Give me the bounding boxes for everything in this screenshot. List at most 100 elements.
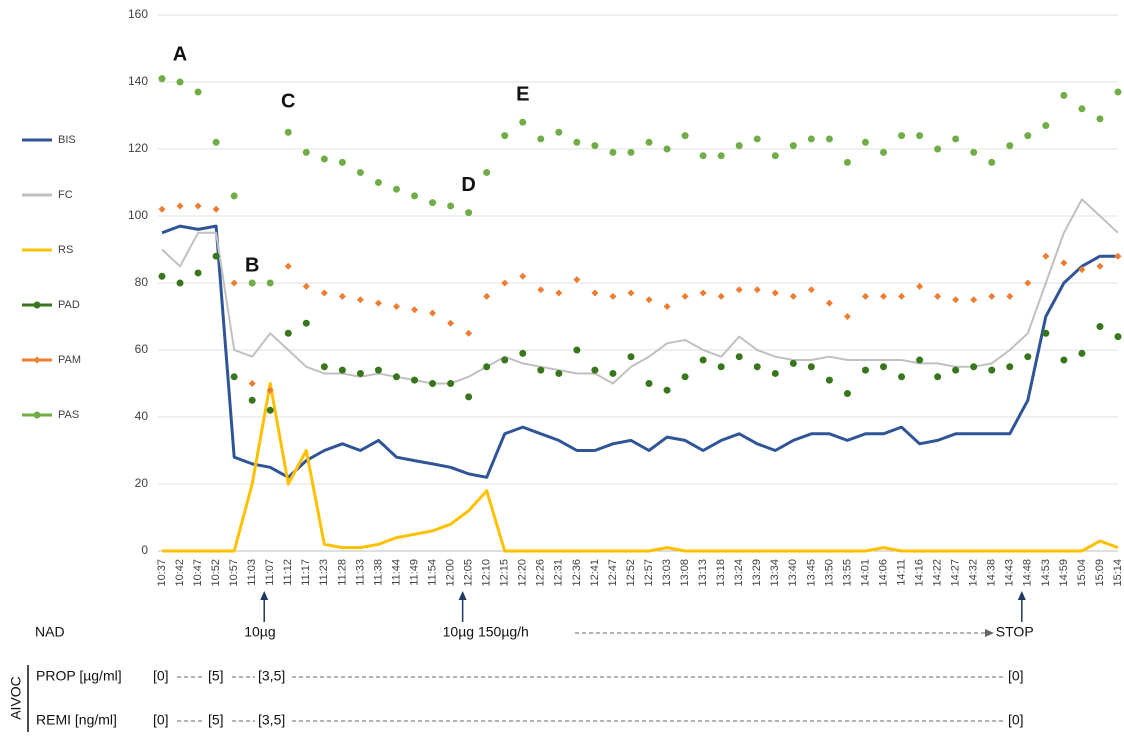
annotation: A	[173, 43, 187, 65]
dot-marker	[1078, 105, 1086, 113]
x-tick-label: 10:37	[156, 559, 168, 587]
diamond-marker	[898, 292, 906, 300]
dot-marker	[374, 366, 382, 374]
dot-marker	[302, 319, 310, 327]
x-tick-label: 13:34	[769, 559, 781, 587]
aivoc-step: [0]	[1008, 712, 1024, 728]
dot-marker	[1114, 88, 1122, 96]
dot-marker	[519, 118, 527, 126]
dot-marker	[483, 363, 491, 371]
x-tick-label: 12:47	[607, 559, 619, 587]
diamond-marker	[771, 289, 779, 297]
dot-marker	[194, 269, 202, 277]
dot-marker	[429, 380, 437, 387]
dot-marker	[970, 363, 978, 371]
legend-label: BIS	[58, 134, 76, 146]
y-tick-label: 160	[128, 7, 148, 21]
dot-marker	[411, 192, 419, 200]
y-tick-label: 40	[135, 409, 149, 423]
dot-marker	[519, 349, 527, 357]
dot-marker	[753, 135, 761, 143]
x-tick-label: 12:15	[499, 559, 511, 587]
dot-marker	[663, 145, 671, 153]
x-tick-label: 11:23	[318, 559, 330, 586]
dot-marker	[807, 135, 815, 143]
diamond-marker	[320, 289, 328, 297]
x-tick-label: 12:36	[571, 559, 583, 587]
diamond-marker	[212, 205, 220, 213]
dot-marker	[735, 142, 743, 150]
diamond-marker	[1060, 259, 1068, 267]
x-tick-label: 11:03	[246, 559, 258, 586]
x-tick-label: 14:01	[859, 559, 871, 587]
event-label: 10µg 150µg/h	[443, 624, 529, 640]
diamond-marker	[1114, 252, 1122, 260]
dot-marker	[681, 373, 689, 381]
dot-marker	[1060, 356, 1068, 364]
dot-marker	[970, 148, 978, 156]
x-tick-label: 15:14	[1112, 559, 1124, 587]
dot-marker	[771, 152, 779, 160]
dot-marker	[338, 158, 346, 166]
dot-marker	[609, 148, 617, 156]
aivoc-step: [3,5]	[258, 668, 285, 684]
dashed-arrowhead	[985, 629, 994, 637]
aivoc-step: [5]	[208, 712, 224, 728]
dot-marker	[880, 148, 888, 156]
dot-marker	[898, 373, 906, 381]
diamond-marker	[338, 292, 346, 300]
y-tick-label: 60	[135, 342, 149, 356]
x-tick-label: 12:10	[481, 559, 493, 587]
dot-marker	[934, 145, 942, 153]
dot-marker	[988, 158, 996, 166]
diamond-marker	[483, 292, 491, 300]
dot-marker	[248, 396, 256, 404]
x-tick-label: 14:38	[986, 559, 998, 587]
dot-marker	[212, 252, 220, 260]
dot-marker	[248, 279, 256, 287]
dot-marker	[753, 363, 761, 371]
diamond-marker	[825, 299, 833, 307]
diamond-marker	[934, 292, 942, 300]
legend-marker	[33, 301, 41, 309]
nad-label: NAD	[35, 624, 65, 640]
dot-marker	[1006, 142, 1014, 150]
dot-marker	[681, 132, 689, 140]
dot-marker	[555, 128, 563, 136]
x-tick-label: 10:47	[192, 559, 204, 587]
dot-marker	[843, 158, 851, 166]
dot-marker	[465, 393, 473, 401]
x-tick-label: 12:26	[535, 559, 547, 587]
x-tick-label: 14:48	[1022, 559, 1034, 587]
diamond-marker	[681, 292, 689, 300]
diamond-marker	[176, 202, 184, 210]
diamond-marker	[356, 296, 364, 304]
dot-marker	[807, 363, 815, 371]
x-tick-label: 12:41	[589, 559, 601, 587]
aivoc-row-label: REMI [ng/ml]	[36, 712, 117, 728]
x-tick-label: 14:06	[877, 559, 889, 587]
dot-marker	[320, 363, 328, 371]
event-label: STOP	[996, 624, 1034, 640]
annotation: C	[281, 90, 295, 112]
x-tick-label: 10:57	[228, 559, 240, 587]
diamond-marker	[645, 296, 653, 304]
diamond-marker	[807, 286, 815, 294]
aivoc-row-label: PROP [µg/ml]	[36, 668, 122, 684]
dot-marker	[825, 135, 833, 143]
x-tick-label: 12:20	[517, 559, 529, 587]
x-tick-label: 12:00	[445, 559, 457, 587]
legend-label: RS	[58, 244, 73, 256]
dot-marker	[1096, 115, 1104, 123]
diamond-marker	[392, 302, 400, 310]
x-tick-label: 13:29	[751, 559, 763, 587]
x-tick-label: 15:09	[1094, 559, 1106, 587]
dot-marker	[573, 346, 581, 354]
dot-marker	[338, 366, 346, 374]
aivoc-step: [5]	[208, 668, 224, 684]
diamond-marker	[374, 299, 382, 307]
dot-marker	[1060, 91, 1068, 99]
dot-marker	[392, 373, 400, 381]
diamond-marker	[555, 289, 563, 297]
